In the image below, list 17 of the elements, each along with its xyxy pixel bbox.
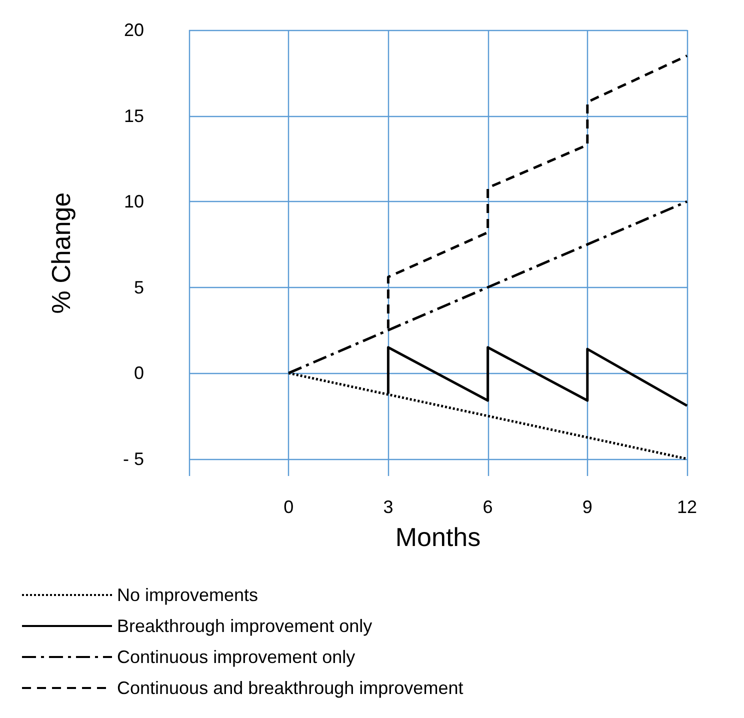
- y-axis-title: % Change: [46, 192, 76, 314]
- y-tick-label: 10: [124, 192, 144, 212]
- legend-label: Continuous and breakthrough improvement: [117, 678, 464, 698]
- y-tick-label: 5: [134, 277, 144, 298]
- y-tick-label: 20: [124, 20, 144, 40]
- x-axis-title: Months: [395, 522, 481, 552]
- x-tick-label: 12: [676, 497, 698, 517]
- x-tick-label: 0: [284, 497, 294, 517]
- legend-label: Breakthrough improvement only: [117, 616, 372, 636]
- x-tick-label: 9: [582, 497, 592, 517]
- x-tick-label: 3: [383, 497, 394, 517]
- y-tick-label: - 5: [122, 448, 144, 469]
- legend-label: No improvements: [117, 585, 258, 605]
- y-tick-label: 0: [134, 363, 144, 384]
- legend-label: Continuous improvement only: [117, 647, 356, 667]
- y-tick-label: 15: [124, 106, 144, 126]
- x-tick-label: 6: [482, 497, 493, 517]
